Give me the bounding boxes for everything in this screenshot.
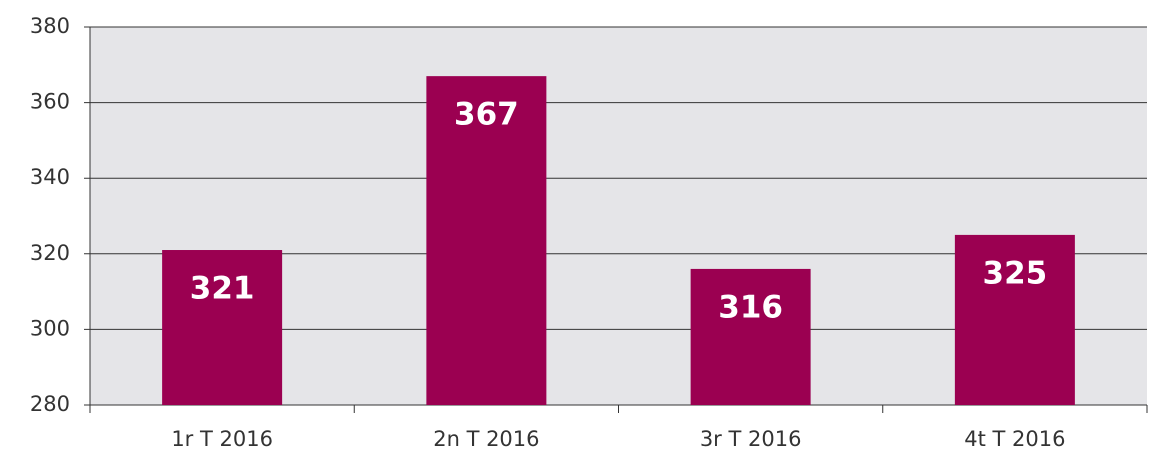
value-label: 321 — [190, 271, 255, 307]
bar — [426, 76, 547, 405]
x-tick-label: 4t T 2016 — [964, 427, 1065, 451]
y-tick-label: 300 — [30, 316, 70, 340]
y-tick-label: 320 — [30, 241, 70, 265]
y-tick-label: 380 — [30, 14, 70, 38]
value-label: 325 — [983, 255, 1048, 291]
bar — [690, 268, 811, 405]
y-tick-label: 340 — [30, 165, 70, 189]
bar — [954, 234, 1075, 405]
x-tick-label: 3r T 2016 — [700, 427, 802, 451]
x-tick-label: 2n T 2016 — [433, 427, 539, 451]
value-label: 367 — [454, 97, 519, 133]
y-tick-label: 360 — [30, 90, 70, 114]
value-label: 316 — [718, 289, 783, 325]
x-tick-label: 1r T 2016 — [171, 427, 273, 451]
y-tick-label: 280 — [30, 392, 70, 416]
bar — [162, 250, 283, 405]
